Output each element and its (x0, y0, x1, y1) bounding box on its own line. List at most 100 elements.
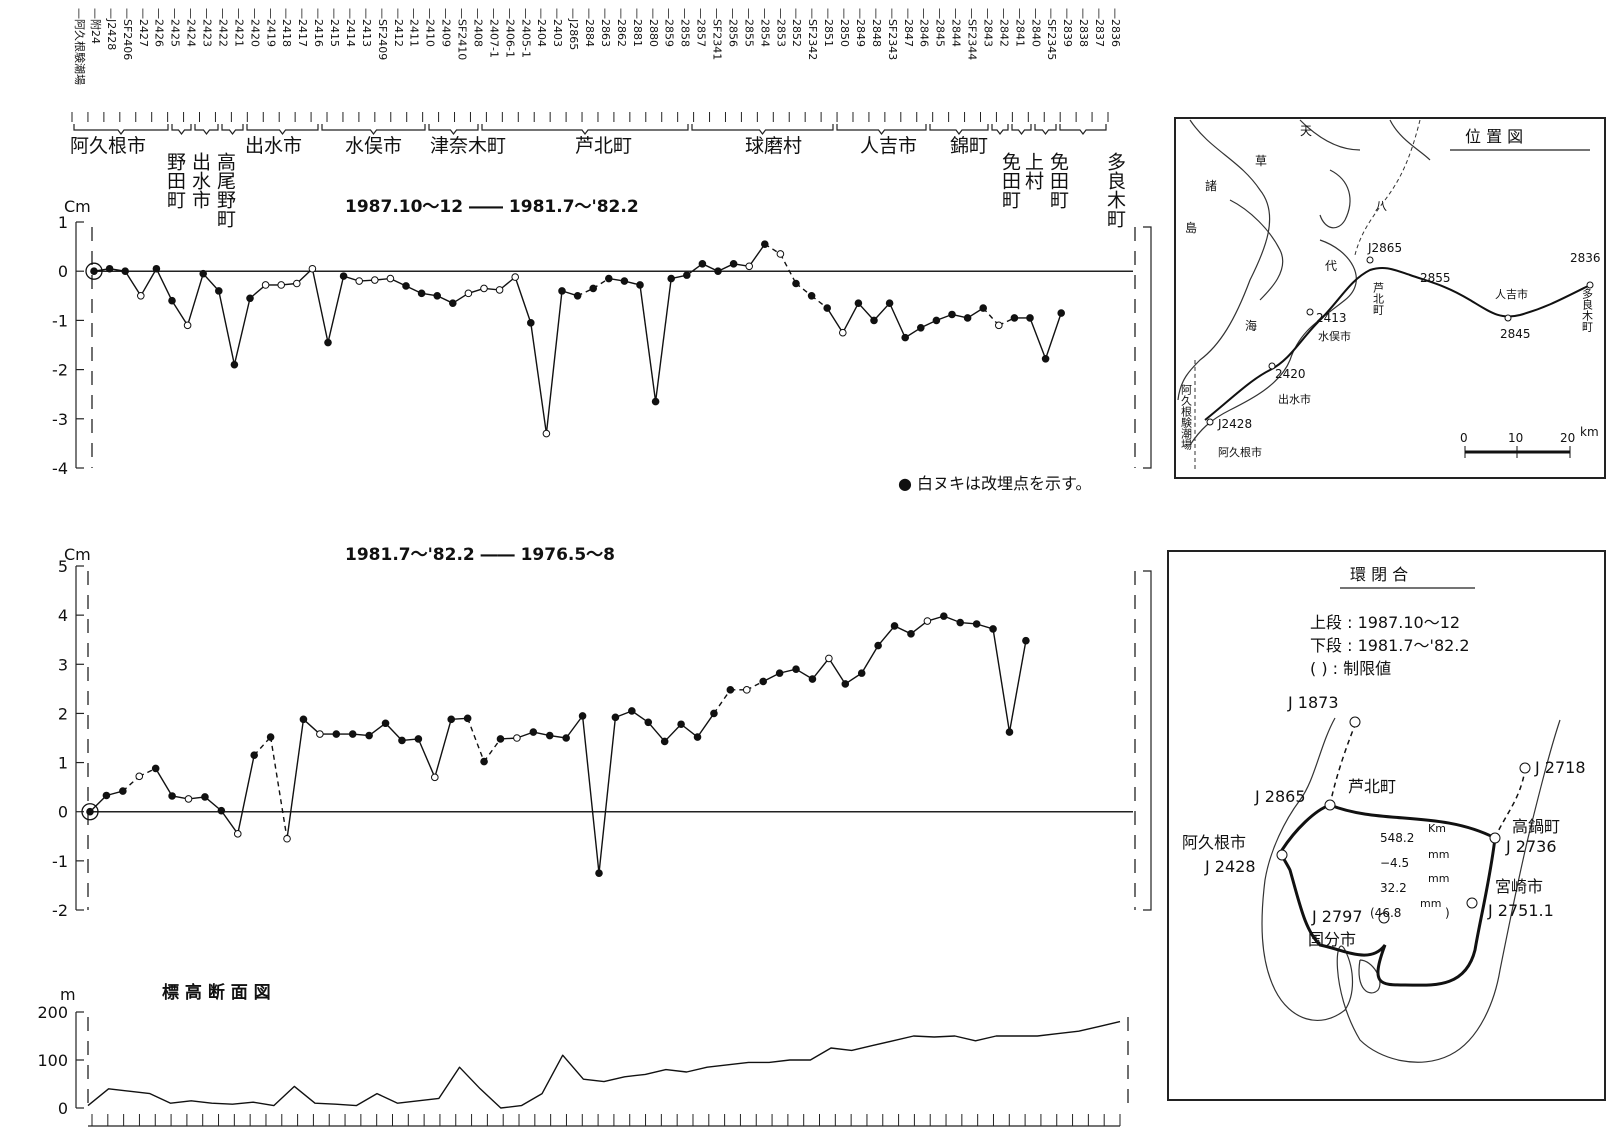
y-tick-label: 0 (58, 803, 68, 822)
series-segment (89, 794, 107, 813)
data-point (714, 267, 722, 276)
data-point-open (277, 281, 286, 289)
data-point (807, 292, 816, 300)
station-label: —2848 (870, 8, 883, 47)
series-segment (218, 290, 236, 365)
series-segment (1008, 640, 1027, 733)
panel-title: 環 閉 合 (1350, 565, 1408, 584)
station-label: —2408 (471, 8, 484, 47)
data-point (414, 735, 423, 743)
elevation-profile: 標 高 断 面 図 m 200 100 0 (37, 982, 1129, 1127)
data-point-open (464, 289, 473, 298)
region-label: 出水市 (189, 152, 211, 209)
loop-station-marker (1276, 849, 1288, 861)
loop-station-marker (1378, 912, 1390, 924)
data-point (449, 299, 457, 307)
data-point (199, 269, 207, 278)
station-marker (1268, 362, 1276, 370)
y-axis-unit: Cm (64, 545, 91, 564)
data-point-open (776, 250, 785, 258)
series-segment (253, 736, 272, 756)
data-point-open (386, 274, 395, 283)
y-tick-label: 2 (58, 704, 68, 723)
data-point (105, 264, 114, 273)
data-point (611, 713, 620, 722)
series-segment (186, 273, 204, 326)
station-label: —2838 (1077, 8, 1090, 47)
data-point (693, 733, 702, 741)
y-axis-unit: m (60, 985, 76, 1004)
data-point (989, 625, 997, 633)
region-label: 免田町 (1047, 152, 1069, 209)
data-point (348, 730, 357, 738)
station-label: —2859 (663, 8, 676, 47)
data-point-open (355, 277, 364, 285)
data-point (215, 287, 223, 295)
data-point (246, 294, 254, 303)
data-point (890, 622, 899, 630)
series-segment (514, 276, 532, 324)
data-point (121, 267, 129, 276)
series-segment (861, 645, 879, 674)
data-point-open (995, 321, 1003, 330)
loop-coastline (1261, 717, 1561, 1063)
data-point-open (825, 654, 833, 663)
series-segment (888, 302, 906, 338)
station-label: —2843 (981, 8, 994, 47)
station-marker (1206, 418, 1214, 426)
series-segment (311, 268, 329, 343)
data-point (823, 304, 832, 312)
data-point (759, 677, 767, 686)
data-point (605, 274, 613, 283)
sea-label: 草 (1255, 154, 1267, 168)
data-point (729, 260, 738, 268)
y-tick-label: -2 (52, 901, 68, 920)
data-point (417, 289, 426, 298)
y-tick-label: -2 (52, 361, 68, 380)
series-segment (873, 302, 891, 321)
station-label: —2425 (169, 8, 182, 47)
scale-tick: 0 (1460, 431, 1468, 445)
station-label: —2863 (599, 8, 612, 47)
data-point-open (316, 730, 324, 738)
station-label: —2881 (631, 8, 644, 47)
loop-label: 国分市 (1308, 930, 1356, 949)
data-point (885, 299, 894, 307)
station-label: —2836 (1109, 8, 1122, 47)
station-label: —SF2344 (966, 8, 979, 60)
legend-line: ( ) : 制限値 (1310, 659, 1391, 678)
y-tick-label: 3 (58, 655, 68, 674)
station-label: —2849 (854, 8, 867, 47)
station-label: —2416 (312, 8, 325, 47)
loop-label: J 2428 (1204, 857, 1256, 876)
station-label: —2411 (408, 8, 421, 47)
station-label: —2424 (185, 8, 198, 47)
loop-station-marker (1349, 716, 1361, 728)
loop-label: J 2736 (1505, 837, 1557, 856)
sea-label: 島 (1185, 220, 1197, 235)
data-point (710, 709, 718, 718)
scale-tick: 10 (1508, 431, 1523, 445)
data-point (1005, 728, 1014, 736)
loop-label: 阿久根市 (1182, 833, 1246, 852)
data-point (917, 323, 925, 332)
series-segment (202, 273, 220, 292)
data-point (854, 299, 863, 307)
data-point-open (308, 264, 317, 273)
data-point (636, 281, 644, 289)
station-label: —2837 (1093, 8, 1106, 47)
station-label: —2413 (360, 8, 373, 47)
data-point (660, 737, 669, 746)
data-point (447, 715, 456, 724)
region-label: 水俣市 (345, 135, 402, 157)
data-point (299, 715, 308, 724)
sea-label: 天 (1300, 124, 1312, 138)
data-point (151, 764, 160, 773)
station-label: —2880 (647, 8, 660, 47)
data-point (573, 292, 582, 300)
station-label: —SF2342 (806, 8, 819, 60)
series-segment (598, 717, 617, 874)
series-segment (982, 307, 1000, 326)
station-label: —附24 (89, 8, 103, 44)
series-segment (417, 738, 436, 778)
